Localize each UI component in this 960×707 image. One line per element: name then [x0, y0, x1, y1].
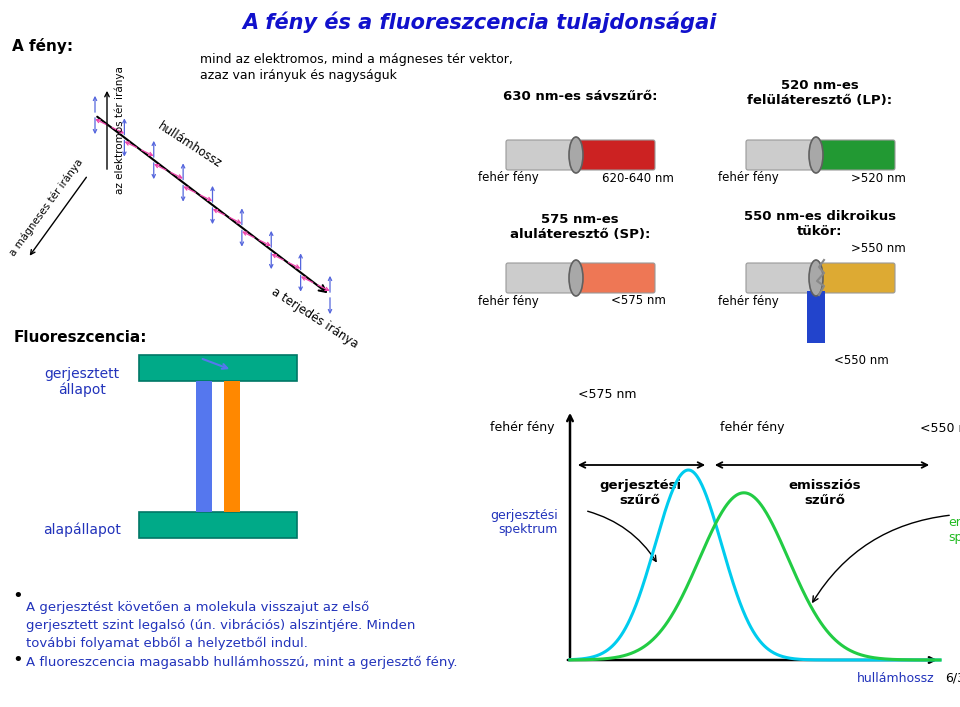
Text: azaz van irányuk és nagyságuk: azaz van irányuk és nagyságuk	[200, 69, 396, 83]
FancyBboxPatch shape	[746, 263, 813, 293]
Text: a terjedés iránya: a terjedés iránya	[269, 285, 361, 351]
Ellipse shape	[809, 137, 823, 173]
Text: emissziós
szűrő: emissziós szűrő	[789, 479, 861, 507]
Text: fehér fény: fehér fény	[478, 172, 539, 185]
Text: 520 nm-es
felüláteresztő (LP):: 520 nm-es felüláteresztő (LP):	[748, 79, 893, 107]
Text: •: •	[12, 587, 23, 605]
Text: <550 nm: <550 nm	[834, 354, 889, 366]
Text: 550 nm-es dikroikus
tükör:: 550 nm-es dikroikus tükör:	[744, 210, 896, 238]
Text: az elektromos tér iránya: az elektromos tér iránya	[115, 66, 125, 194]
Ellipse shape	[809, 260, 823, 296]
Ellipse shape	[569, 137, 583, 173]
Text: <575 nm: <575 nm	[578, 389, 636, 402]
FancyBboxPatch shape	[746, 140, 813, 170]
Text: A fény:: A fény:	[12, 38, 73, 54]
Text: 575 nm-es
aluláteresztő (SP):: 575 nm-es aluláteresztő (SP):	[510, 213, 650, 241]
Text: gerjesztett
állapot: gerjesztett állapot	[44, 367, 120, 397]
Text: >550 nm: >550 nm	[851, 242, 905, 255]
Bar	[139, 355, 297, 381]
Text: >520 nm: >520 nm	[851, 172, 905, 185]
Text: <550 nm: <550 nm	[920, 421, 960, 435]
Bar	[224, 381, 240, 512]
Text: mind az elektromos, mind a mágneses tér vektor,: mind az elektromos, mind a mágneses tér …	[200, 54, 513, 66]
Text: 6/34: 6/34	[945, 672, 960, 684]
Text: 630 nm-es sávszűrő:: 630 nm-es sávszűrő:	[503, 90, 658, 103]
Text: gerjesztési
szűrő: gerjesztési szűrő	[599, 479, 681, 507]
FancyBboxPatch shape	[579, 263, 655, 293]
Text: fehér fény: fehér fény	[718, 295, 779, 308]
Text: Fluoreszcencia:: Fluoreszcencia:	[14, 330, 148, 345]
Text: fehér fény: fehér fény	[718, 172, 779, 185]
Text: emissziós
spektrum: emissziós spektrum	[948, 516, 960, 544]
Text: hullámhossz: hullámhossz	[156, 119, 225, 170]
Text: gerjesztési
spektrum: gerjesztési spektrum	[491, 508, 558, 537]
Text: a mágneses tér iránya: a mágneses tér iránya	[8, 156, 84, 257]
Text: A fény és a fluoreszcencia tulajdonságai: A fény és a fluoreszcencia tulajdonságai	[243, 11, 717, 33]
Bar	[196, 381, 212, 512]
Text: hullámhossz: hullámhossz	[857, 672, 935, 684]
Text: A fluoreszcencia magasabb hullámhosszú, mint a gerjesztő fény.: A fluoreszcencia magasabb hullámhosszú, …	[26, 655, 458, 669]
Text: •: •	[12, 651, 23, 669]
Ellipse shape	[569, 260, 583, 296]
Text: A gerjesztést követően a molekula visszajut az első
gerjesztett szint legalsó (ú: A gerjesztést követően a molekula vissza…	[26, 601, 416, 650]
FancyBboxPatch shape	[506, 140, 573, 170]
Text: fehér fény: fehér fény	[478, 295, 539, 308]
Text: fehér fény: fehér fény	[490, 421, 555, 435]
FancyBboxPatch shape	[819, 263, 895, 293]
Bar	[139, 512, 297, 538]
Text: 620-640 nm: 620-640 nm	[602, 172, 674, 185]
Text: fehér fény: fehér fény	[720, 421, 784, 435]
FancyBboxPatch shape	[819, 140, 895, 170]
FancyBboxPatch shape	[506, 263, 573, 293]
Text: alapállapot: alapállapot	[43, 522, 121, 537]
Bar	[807, 291, 825, 343]
FancyBboxPatch shape	[579, 140, 655, 170]
Text: <575 nm: <575 nm	[611, 295, 665, 308]
